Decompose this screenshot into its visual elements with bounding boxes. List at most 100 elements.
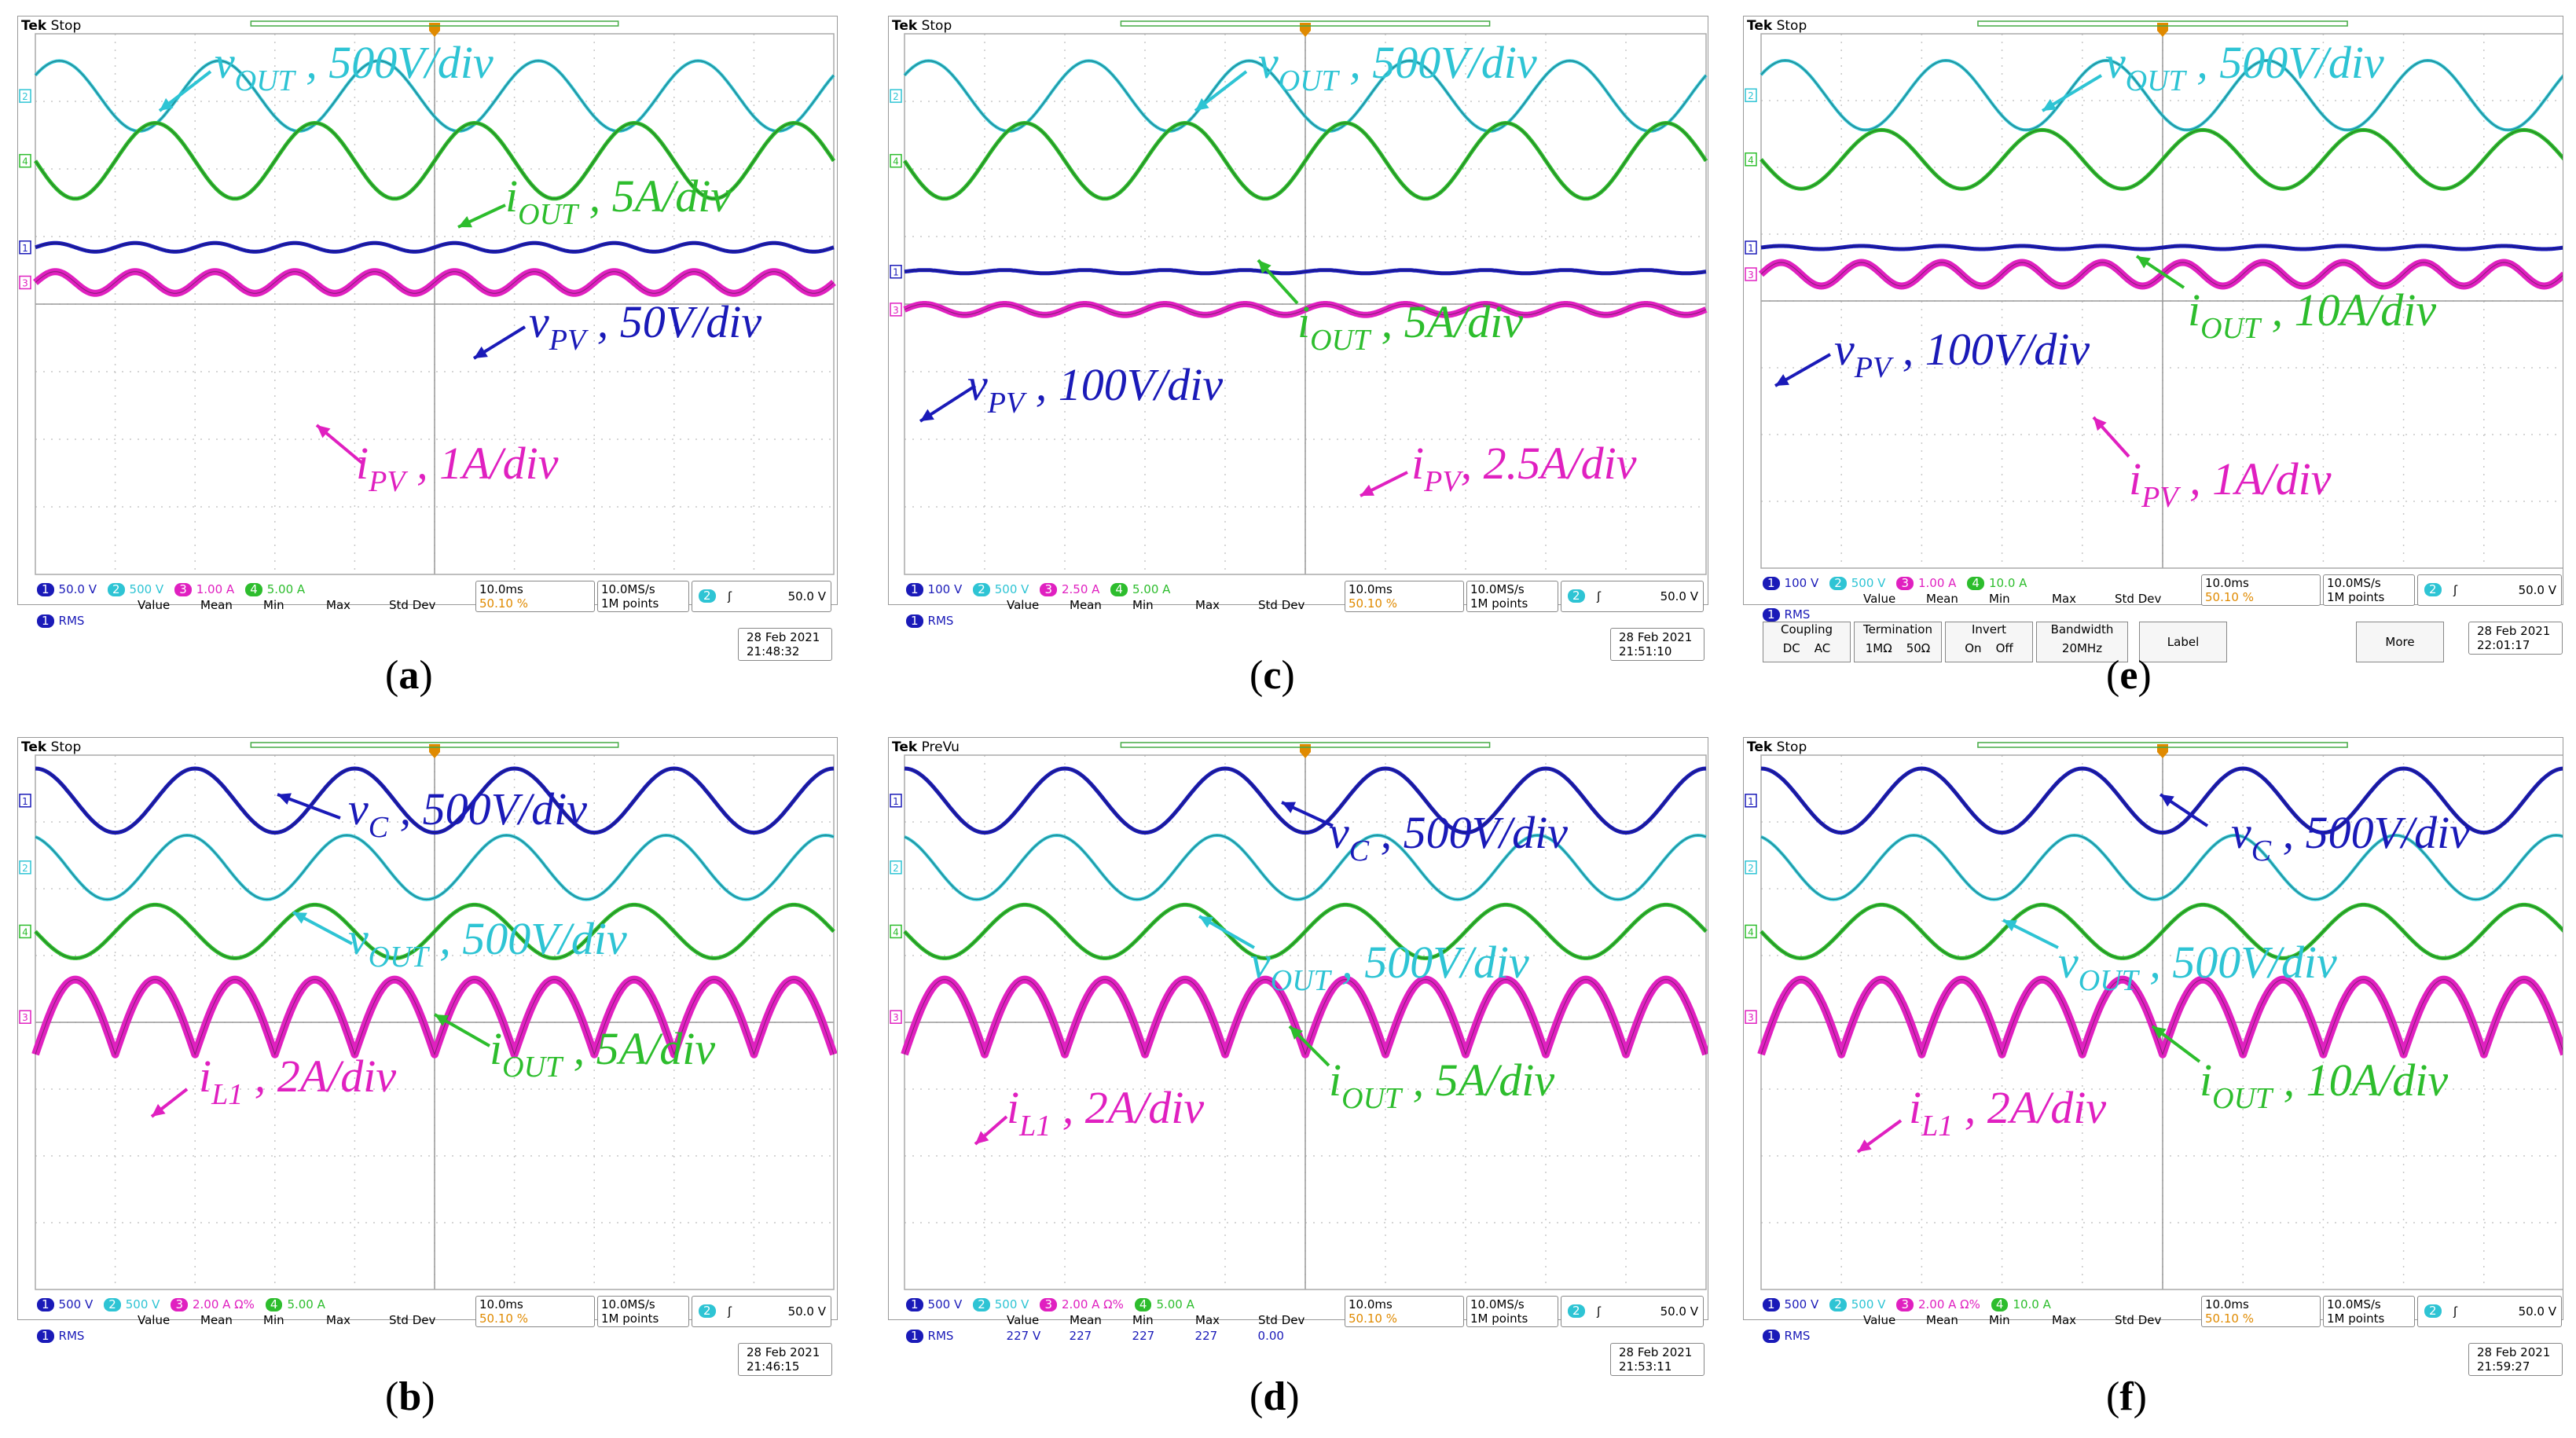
scope-status: Tek Stop [1747,739,1807,755]
acquisition-box[interactable]: 10.0MS/s 1M points [597,581,689,612]
panel-caption: (b) [385,1374,435,1419]
waveform-label: iL1 , 2A/div [199,1054,396,1110]
menu-option[interactable]: 1MΩ [1865,641,1892,655]
channel-2-chip[interactable]: 2 [1829,1298,1847,1311]
acquisition-box[interactable]: 10.0MS/s 1M points [2323,574,2415,606]
timebase-box[interactable]: 10.0ms 50.10 % [1345,581,1464,612]
channel-4-chip[interactable]: 4 [245,583,262,596]
waveform-label: vOUT , 500V/div [215,37,494,97]
channel-3-chip[interactable]: 3 [174,583,192,596]
label-subscript: L1 [1019,1110,1051,1143]
label-scale: , 5A/div [1370,296,1524,347]
trigger-source-chip: 2 [2424,1304,2442,1318]
channel-2-chip[interactable]: 2 [1829,577,1847,590]
channel-3-scale: 2.00 A Ω% [192,1297,255,1311]
trigger-box[interactable]: 2 ʃ 50.0 V [692,1296,831,1327]
channel-1-chip[interactable]: 1 [906,1298,923,1311]
datetime-box: 28 Feb 2021 22:01:17 [2468,622,2563,655]
menu-label[interactable]: Label [2139,622,2227,662]
channel-ground-marker [890,1010,902,1024]
trigger-source-chip: 2 [699,1304,716,1318]
channel-4-chip[interactable]: 4 [265,1298,283,1311]
channel-2-chip[interactable]: 2 [973,1298,990,1311]
record-view-bar [250,742,619,748]
scope-status: Tek Stop [21,739,81,755]
channel-1-chip[interactable]: 1 [1763,1298,1780,1311]
label-scale: , 50V/div [585,296,762,347]
timebase-box[interactable]: 10.0ms 50.10 % [475,1296,595,1327]
channel-4-chip[interactable]: 4 [1967,577,1984,590]
acquisition-box[interactable]: 10.0MS/s 1M points [1466,581,1558,612]
label-scale: , 500V/div [294,37,494,88]
channel-marker-label: 1 [1748,243,1754,254]
label-scale: , 500V/div [1369,807,1569,858]
channel-1-chip[interactable]: 1 [1763,577,1780,590]
label-symbol: i [1007,1082,1020,1133]
menu-termination[interactable]: Termination 1MΩ 50Ω [1854,622,1942,662]
label-symbol: v [2231,807,2251,858]
timebase-box[interactable]: 10.0ms 50.10 % [1345,1296,1464,1327]
channel-2-chip[interactable]: 2 [973,583,990,596]
label-subscript: OUT [1270,964,1330,997]
label-arrowhead [2042,98,2057,111]
time-text: 21:51:10 [1619,644,1672,658]
trigger-box[interactable]: 2 ʃ 50.0 V [2417,1296,2562,1327]
brand-text: Tek [892,739,918,755]
brand-text: Tek [892,18,918,34]
menu-option[interactable]: 50Ω [1906,641,1931,655]
channel-1-chip[interactable]: 1 [906,583,923,596]
label-subscript: OUT [502,1051,563,1084]
channel-marker-label: 1 [893,796,899,807]
menu-option[interactable]: On [1965,641,1982,655]
menu-invert[interactable]: Invert On Off [1945,622,2033,662]
label-subscript: OUT [2212,1082,2273,1115]
label-symbol: v [529,296,549,347]
panel-caption: (d) [1249,1374,1300,1419]
record-length: 1M points [2327,590,2385,604]
channel-3-chip[interactable]: 3 [1040,583,1057,596]
waveform-label: vPV , 50V/div [529,296,762,356]
trigger-box[interactable]: 2 ʃ 50.0 V [1561,1296,1704,1327]
timebase-box[interactable]: 10.0ms 50.10 % [2201,574,2321,606]
timebase-box[interactable]: 10.0ms 50.10 % [2201,1296,2321,1327]
channel-2-scale: 500 V [1851,1297,1886,1311]
channel-1-chip[interactable]: 1 [37,1298,54,1311]
menu-option[interactable]: 20MHz [2061,641,2103,655]
scope-status: Tek Stop [1747,18,1807,34]
timebase-box[interactable]: 10.0ms 50.10 % [475,581,595,612]
waveform-ch3-core [35,979,835,1056]
channel-ground-marker [1745,240,1757,255]
trigger-box[interactable]: 2 ʃ 50.0 V [1561,581,1704,612]
trigger-box[interactable]: 2 ʃ 50.0 V [2417,574,2562,606]
channel-2-chip[interactable]: 2 [104,1298,121,1311]
channel-4-chip[interactable]: 4 [1110,583,1128,596]
menu-bandwidth[interactable]: Bandwidth 20MHz [2036,622,2128,662]
channel-marker-label: 4 [893,156,899,167]
channel-3-chip[interactable]: 3 [1040,1298,1057,1311]
acquisition-box[interactable]: 10.0MS/s 1M points [597,1296,689,1327]
measurement-header: Std Dev [2115,1313,2162,1327]
label-symbol: v [1834,324,1855,375]
channel-4-chip[interactable]: 4 [1991,1298,2009,1311]
channel-3-chip[interactable]: 3 [1896,577,1914,590]
menu-more[interactable]: More [2356,622,2444,662]
channel-4-chip[interactable]: 4 [1134,1298,1152,1311]
label-subscript: OUT [2200,312,2261,345]
acquisition-box[interactable]: 10.0MS/s 1M points [1466,1296,1558,1327]
channel-2-chip[interactable]: 2 [107,583,125,596]
menu-option[interactable]: AC [1814,641,1831,655]
trigger-position: 50.10 % [2205,1311,2254,1326]
waveform-ch4-core [35,904,835,959]
menu-option[interactable]: DC [1782,641,1800,655]
measurement-header: Value [1863,1313,1896,1327]
menu-option[interactable]: Off [1995,641,2013,655]
acquisition-box[interactable]: 10.0MS/s 1M points [2323,1296,2415,1327]
record-view-bar [250,20,619,27]
scope-panel-a: Tek Stop 2 4 1 3 vOUT , 500V/div iOUT , 5A/div… [17,16,839,698]
trigger-box[interactable]: 2 ʃ 50.0 V [692,581,831,612]
label-scale: , 5A/div [562,1023,716,1074]
channel-1-chip[interactable]: 1 [37,583,54,596]
menu-coupling[interactable]: Coupling DC AC [1763,622,1851,662]
channel-3-chip[interactable]: 3 [171,1298,188,1311]
channel-3-chip[interactable]: 3 [1896,1298,1914,1311]
